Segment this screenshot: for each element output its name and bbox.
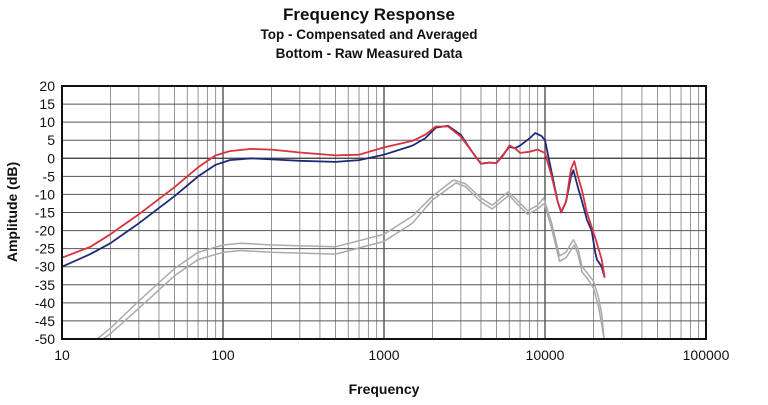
y-tick-label: -5 (43, 168, 56, 184)
chart-title: Frequency Response (283, 5, 455, 24)
y-tick-label: 10 (39, 114, 55, 130)
x-axis-label: Frequency (349, 381, 420, 397)
y-axis-label: Amplitude (dB) (4, 162, 20, 262)
y-tick-label: -15 (35, 205, 55, 221)
y-tick-label: -40 (35, 295, 55, 311)
series-line-red (62, 125, 606, 278)
chart-subtitle-top: Top - Compensated and Averaged (260, 27, 477, 42)
x-tick-labels: 10 100 1000 10000 100000 (54, 347, 729, 363)
y-tick-label: -25 (35, 241, 55, 257)
series-line-grey (102, 182, 605, 339)
grid (61, 85, 706, 340)
series-line-grey (96, 179, 605, 339)
y-tick-label: 5 (47, 132, 55, 148)
y-tick-label: -45 (35, 313, 55, 329)
y-tick-label: -10 (35, 186, 55, 202)
x-tick-label: 100000 (683, 347, 730, 363)
y-tick-label: -20 (35, 223, 55, 239)
x-tick-label: 1000 (368, 347, 399, 363)
series-line-blue (62, 124, 606, 278)
y-tick-label: -35 (35, 277, 55, 293)
chart-subtitle-bottom: Bottom - Raw Measured Data (276, 46, 463, 61)
plot-frame (61, 85, 707, 340)
series-group (62, 124, 606, 339)
y-tick-labels: 20 15 10 5 0 -5 -10 -15 -20 -25 -30 -35 -40 -45 -50 (35, 78, 55, 347)
y-tick-label: 15 (39, 96, 55, 112)
y-tick-label: 20 (39, 78, 55, 94)
x-tick-label: 10 (54, 347, 70, 363)
x-tick-label: 100 (211, 347, 235, 363)
y-tick-label: -50 (35, 331, 55, 347)
y-tick-label: -30 (35, 259, 55, 275)
x-tick-label: 10000 (526, 347, 565, 363)
y-tick-label: 0 (47, 150, 55, 166)
